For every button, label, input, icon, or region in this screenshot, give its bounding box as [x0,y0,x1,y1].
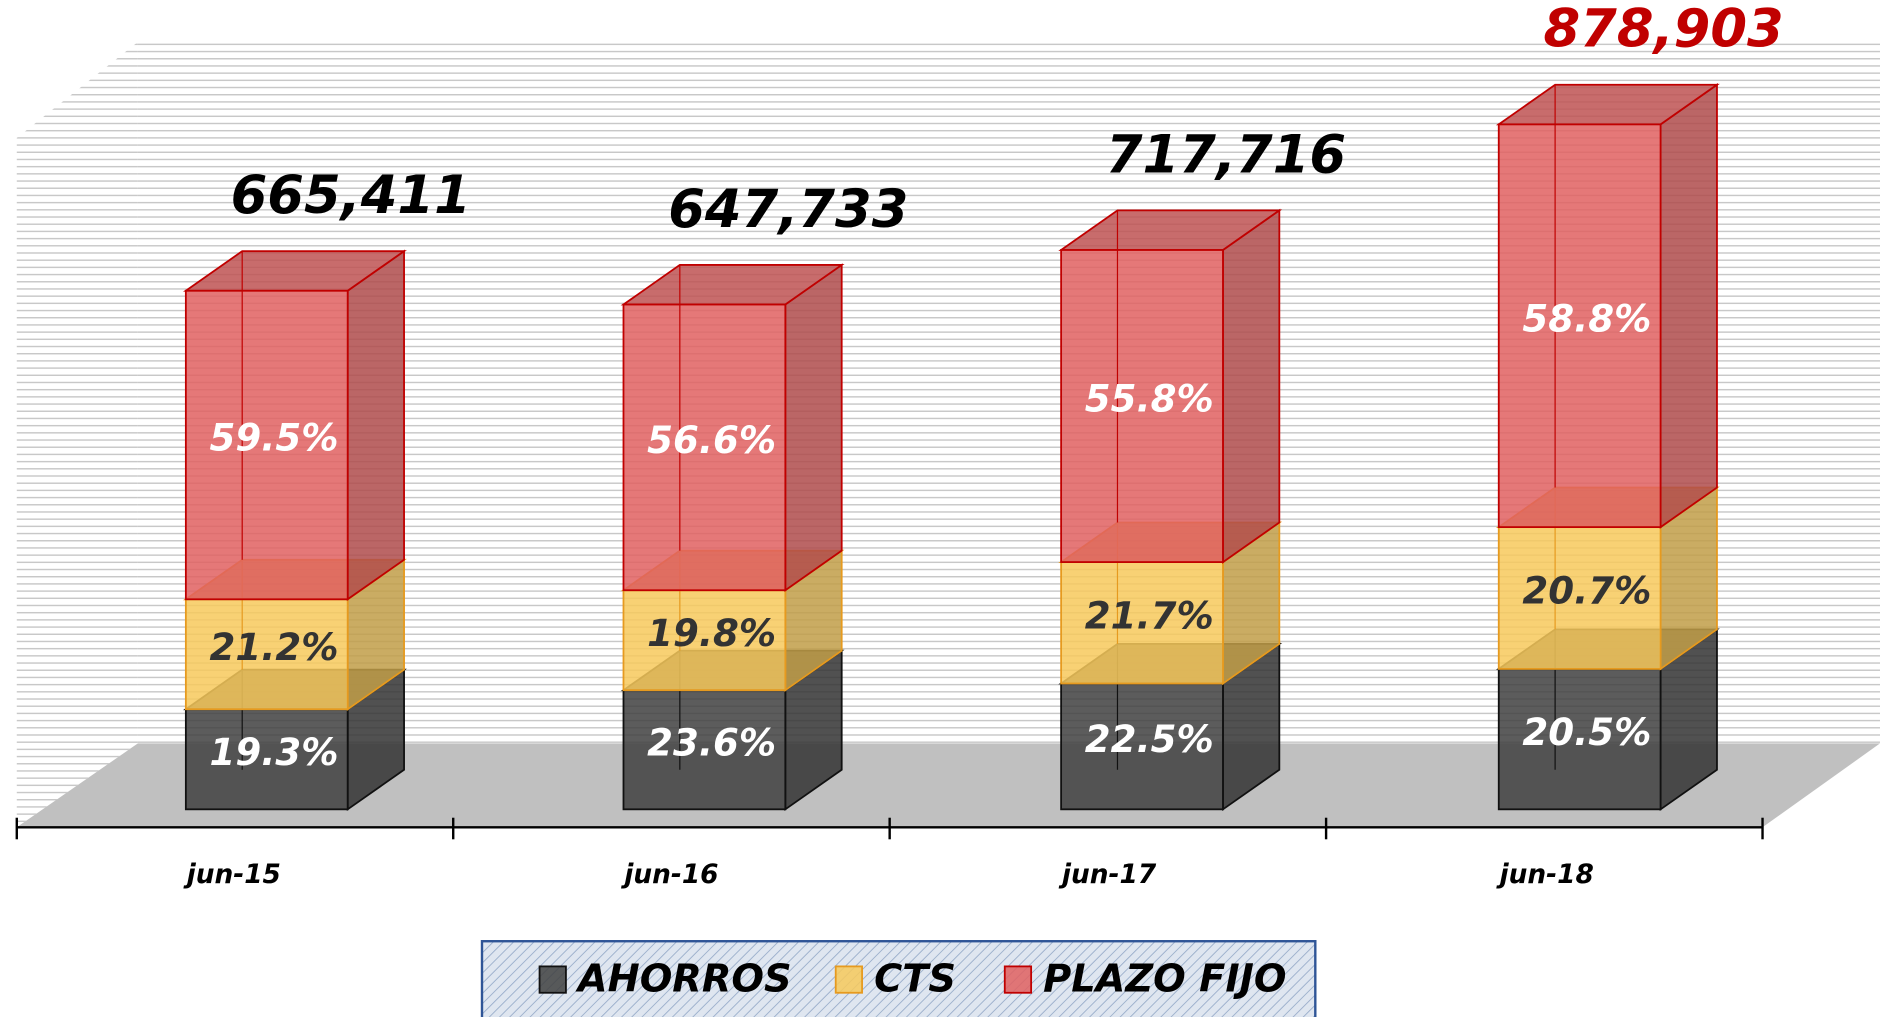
legend-swatch [834,965,863,994]
legend-label: CTS [874,956,956,1001]
plot: jun-15 19.3% 21.2% 59.5% 665,411 jun-16 23.6% 1… [15,0,1880,1017]
legend-label: PLAZO FIJO [1043,956,1286,1001]
segment [1060,561,1224,685]
segment-side [784,263,843,592]
data-label: 20.7% [1522,570,1651,613]
segment [184,708,349,811]
legend-label: AHORROS [575,956,792,1001]
x-tick-label: jun-15 [183,860,281,890]
segment [622,689,787,811]
segment-side [1222,208,1281,564]
data-label: 56.6% [647,419,776,462]
segment [1497,526,1662,670]
x-tick-label: jun-17 [1058,860,1157,890]
segment [1497,123,1662,529]
segment-side [1659,83,1718,529]
data-label: 21.2% [210,626,339,669]
segment [622,589,787,692]
total-label: 647,733 [668,179,908,240]
segment [1497,668,1662,811]
data-label: 22.5% [1085,718,1214,761]
data-label: 21.7% [1085,594,1214,637]
legend-box [480,940,1317,1017]
data-label: 59.5% [210,417,339,460]
data-label: 19.8% [647,612,776,655]
segment-side [346,249,405,602]
segment [622,303,787,592]
segment [184,289,349,601]
legend-swatch [538,965,567,994]
data-label: 23.6% [647,721,776,764]
x-tick-label: jun-18 [1496,860,1594,890]
total-label: 878,903 [1543,0,1783,60]
back-wall [137,41,1880,744]
data-label: 19.3% [210,731,339,774]
total-label: 665,411 [231,165,471,226]
x-tick-label: jun-16 [620,860,718,890]
floor [16,743,1880,828]
data-label: 55.8% [1085,378,1214,421]
segment [184,598,349,711]
segment [1060,682,1224,811]
segment [1060,249,1224,563]
total-label: 717,716 [1106,124,1346,185]
data-label: 20.5% [1522,711,1651,754]
legend-swatch [1003,965,1033,994]
side-wall [16,41,138,828]
data-label: 58.8% [1522,297,1651,340]
